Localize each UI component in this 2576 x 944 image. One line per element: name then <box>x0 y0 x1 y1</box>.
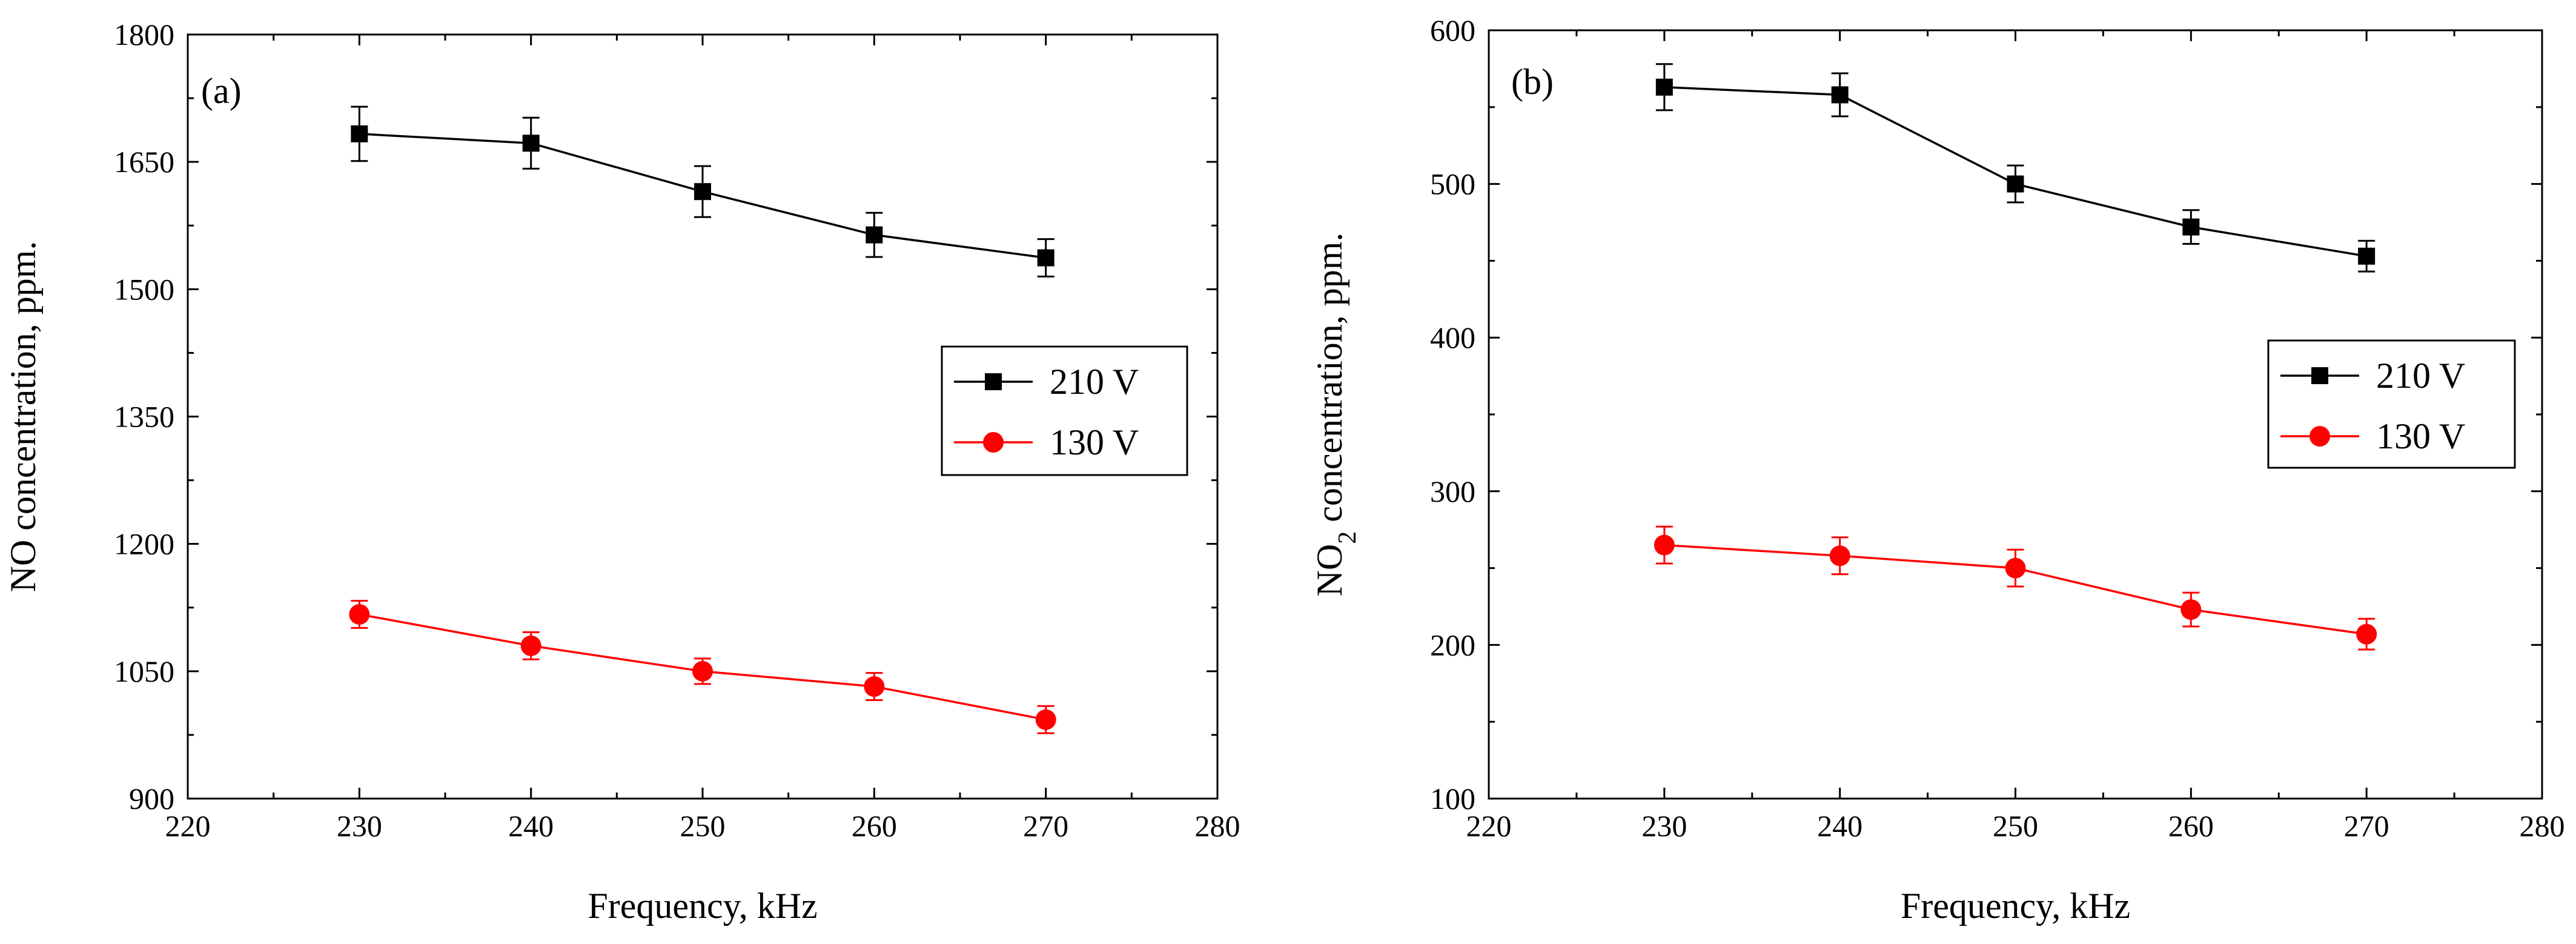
legend: 210 V 130 V <box>941 345 1188 476</box>
x-tick-label: 280 <box>1195 809 1240 843</box>
y-tick-label: 100 <box>1430 782 1475 816</box>
legend: 210 V 130 V <box>2267 339 2516 469</box>
y-tick-label: 1500 <box>114 272 174 306</box>
data-point <box>1829 545 1850 567</box>
legend-entry: 130 V <box>2280 416 2465 456</box>
chart-panel-a: 220 230 240 250 260 270 280 900 1050 1200 1350 1500… <box>3 18 1240 926</box>
data-point <box>2358 247 2376 265</box>
data-point <box>866 226 883 244</box>
data-point <box>864 676 885 697</box>
series-1 <box>349 600 1056 734</box>
legend-label: 210 V <box>1050 362 1139 402</box>
legend-marker <box>985 373 1002 390</box>
y-axis-title-main: NO <box>1310 544 1349 597</box>
data-point <box>2182 218 2200 236</box>
x-tick-label: 280 <box>2520 809 2565 843</box>
series-1 <box>1654 525 2377 651</box>
x-axis-title: Frequency, kHz <box>1901 886 2130 926</box>
x-tick-label: 250 <box>680 809 726 843</box>
data-point <box>1037 249 1055 267</box>
y-tick-label: 1800 <box>114 18 174 52</box>
data-point <box>694 183 711 201</box>
series-0 <box>351 105 1055 278</box>
series-0 <box>1655 63 2376 273</box>
y-axis-title-subscript: 2 <box>1334 531 1362 544</box>
legend-label: 210 V <box>2376 356 2465 396</box>
x-tick-label: 250 <box>1993 809 2038 843</box>
data-point <box>1035 709 1056 730</box>
x-tick-label: 260 <box>852 809 897 843</box>
y-tick-label: 300 <box>1430 474 1475 508</box>
legend-entry: 130 V <box>954 422 1139 462</box>
data-point <box>2007 175 2024 193</box>
panel-label: (b) <box>1511 62 1554 102</box>
y-tick-label: 500 <box>1430 167 1475 201</box>
x-tick-label: 240 <box>1817 809 1862 843</box>
y-axis-title-rest: concentration, ppm. <box>1310 233 1349 531</box>
data-point <box>1654 534 1675 556</box>
data-point <box>2356 623 2377 645</box>
legend-box <box>941 345 1188 476</box>
legend-label: 130 V <box>2376 416 2465 456</box>
chart-panel-b: 220 230 240 250 260 270 280 100 200 300 400 500 600 F… <box>1310 13 2565 926</box>
data-point <box>522 135 540 152</box>
y-axis-title: NO concentration, ppm. <box>3 241 43 593</box>
data-point <box>1831 86 1849 104</box>
data-point <box>1655 78 1673 96</box>
x-tick-label: 230 <box>1641 809 1687 843</box>
data-point <box>692 660 713 682</box>
y-tick-label: 1650 <box>114 145 174 179</box>
x-tick-label: 220 <box>165 809 211 843</box>
y-tick-label: 200 <box>1430 628 1475 662</box>
legend-marker <box>2309 426 2330 447</box>
data-point <box>520 635 541 656</box>
y-tick-label: 900 <box>129 782 174 816</box>
legend-marker <box>983 432 1004 453</box>
legend-entry: 210 V <box>954 362 1139 402</box>
data-point <box>349 603 370 625</box>
legend-entry: 210 V <box>2280 356 2465 396</box>
legend-marker <box>2311 367 2328 384</box>
x-tick-label: 260 <box>2168 809 2214 843</box>
data-point <box>2180 599 2202 620</box>
y-tick-label: 1350 <box>114 400 174 434</box>
data-point <box>2005 557 2026 579</box>
x-tick-label: 240 <box>508 809 554 843</box>
y-axis-title: NO2 concentration, ppm. <box>1310 233 1362 597</box>
y-tick-label: 1050 <box>114 654 174 688</box>
x-tick-label: 220 <box>1466 809 1512 843</box>
x-axis-title: Frequency, kHz <box>588 886 817 926</box>
legend-box <box>2267 339 2516 469</box>
y-tick-label: 1200 <box>114 527 174 561</box>
y-tick-label: 400 <box>1430 321 1475 354</box>
x-tick-label: 270 <box>2344 809 2389 843</box>
data-point <box>351 125 368 142</box>
y-tick-label: 600 <box>1430 13 1475 47</box>
x-tick-label: 270 <box>1023 809 1068 843</box>
x-tick-label: 230 <box>337 809 382 843</box>
panel-label: (a) <box>201 71 242 111</box>
legend-label: 130 V <box>1050 422 1139 462</box>
